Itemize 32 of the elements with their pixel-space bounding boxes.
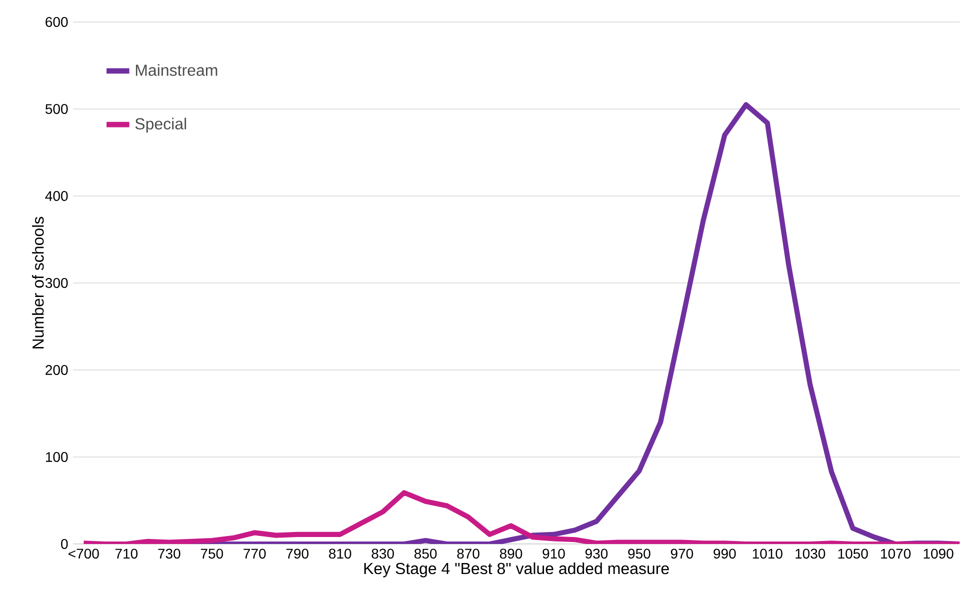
- x-tick-label: 1050: [838, 548, 868, 559]
- x-tick-label: 890: [500, 548, 522, 559]
- x-tick-label: 790: [286, 548, 308, 559]
- x-tick-label: 730: [158, 548, 180, 559]
- y-tick-label: 400: [45, 191, 68, 201]
- y-tick-label: 600: [46, 17, 68, 27]
- x-tick-label: 710: [115, 548, 138, 559]
- legend-label: Special: [135, 118, 186, 133]
- x-tick-label: 870: [457, 548, 480, 559]
- y-tick-label: 200: [46, 365, 68, 375]
- legend-label: Mainstream: [136, 64, 218, 76]
- x-tick-label: 990: [714, 548, 736, 559]
- y-axis-title: Number of schools: [32, 216, 44, 348]
- x-tick-label: 810: [329, 548, 352, 559]
- x-tick-label: 910: [542, 548, 565, 559]
- x-tick-label: 950: [628, 548, 650, 559]
- x-axis-title: Key Stage 4 "Best 8" value added measure: [364, 562, 669, 578]
- y-tick-label: 300: [45, 278, 68, 288]
- x-tick-label: 830: [372, 548, 394, 559]
- x-tick-label: <700: [68, 548, 99, 559]
- x-tick-label: 750: [200, 548, 224, 559]
- x-tick-label: 770: [244, 548, 266, 559]
- x-tick-label: 850: [414, 548, 437, 559]
- x-tick-label: 1030: [796, 548, 826, 559]
- x-tick-label: 1090: [924, 548, 954, 559]
- y-tick-label: 0: [61, 539, 68, 549]
- x-tick-label: 1010: [752, 548, 782, 559]
- x-tick-label: 970: [670, 548, 694, 559]
- x-tick-label: 930: [585, 548, 608, 559]
- x-tick-label: 1070: [881, 548, 911, 559]
- y-tick-label: 100: [46, 452, 68, 462]
- y-tick-label: 500: [46, 104, 68, 114]
